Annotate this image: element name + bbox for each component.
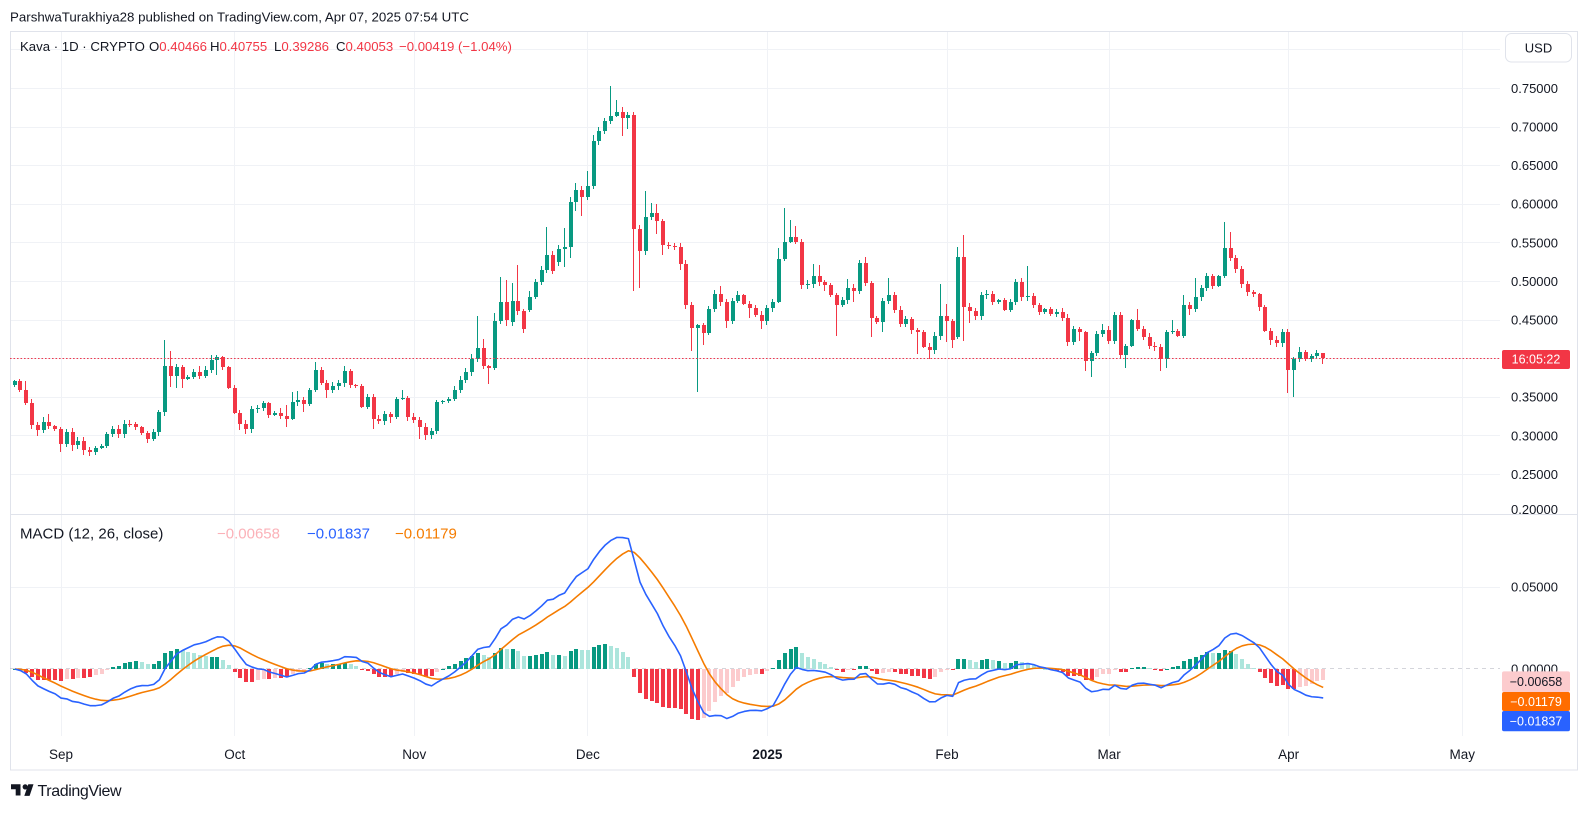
svg-text:−0.01837: −0.01837	[307, 526, 370, 543]
svg-text:TradingView: TradingView	[38, 783, 122, 800]
svg-text:Dec: Dec	[576, 747, 600, 762]
svg-text:0.30000: 0.30000	[1511, 428, 1558, 443]
svg-text:−0.01837: −0.01837	[1510, 715, 1563, 729]
svg-text:0.55000: 0.55000	[1511, 235, 1558, 250]
svg-text:Kava · 1D · CRYPTO: Kava · 1D · CRYPTO	[20, 39, 145, 54]
svg-text:Oct: Oct	[224, 747, 245, 762]
svg-text:O0.40466: O0.40466	[149, 39, 207, 54]
svg-text:L0.39286: L0.39286	[274, 39, 329, 54]
svg-text:−0.01179: −0.01179	[395, 526, 457, 543]
svg-text:0.25000: 0.25000	[1511, 467, 1558, 482]
svg-text:0.45000: 0.45000	[1511, 313, 1558, 328]
svg-text:0.65000: 0.65000	[1511, 158, 1558, 173]
svg-text:−0.01179: −0.01179	[1510, 695, 1562, 709]
svg-text:Apr: Apr	[1278, 747, 1300, 762]
svg-text:Feb: Feb	[935, 747, 958, 762]
svg-text:0.05000: 0.05000	[1511, 580, 1558, 595]
svg-text:C0.40053: C0.40053	[336, 39, 393, 54]
svg-text:−0.00658: −0.00658	[1510, 675, 1563, 689]
svg-text:USD: USD	[1525, 41, 1552, 56]
svg-text:MACD (12, 26, close): MACD (12, 26, close)	[20, 526, 163, 543]
svg-text:ParshwaTurakhiya28 published o: ParshwaTurakhiya28 published on TradingV…	[10, 10, 469, 25]
svg-text:0.70000: 0.70000	[1511, 120, 1558, 135]
svg-text:Mar: Mar	[1097, 747, 1121, 762]
svg-text:H0.40755: H0.40755	[210, 39, 267, 54]
svg-text:May: May	[1450, 747, 1476, 762]
svg-text:Nov: Nov	[402, 747, 426, 762]
svg-text:0.20000: 0.20000	[1511, 502, 1558, 517]
svg-text:0.60000: 0.60000	[1511, 197, 1558, 212]
svg-text:16:05:22: 16:05:22	[1512, 353, 1561, 367]
svg-text:2025: 2025	[752, 747, 783, 762]
svg-text:−0.00658: −0.00658	[217, 526, 280, 543]
svg-text:0.35000: 0.35000	[1511, 390, 1558, 405]
svg-text:0.50000: 0.50000	[1511, 274, 1558, 289]
svg-text:Sep: Sep	[49, 747, 73, 762]
svg-text:−0.00419 (−1.04%): −0.00419 (−1.04%)	[399, 39, 512, 54]
svg-text:0.75000: 0.75000	[1511, 81, 1558, 96]
